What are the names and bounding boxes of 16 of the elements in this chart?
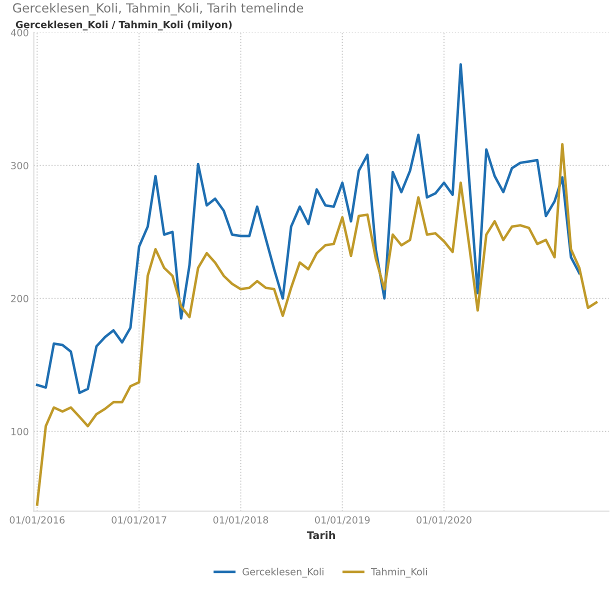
line-series	[36, 63, 581, 394]
legend-label: Tahmin_Koli	[370, 568, 427, 578]
line-series	[36, 142, 598, 506]
y-tick-label: 200	[11, 294, 28, 302]
y-axis-title: Gerceklesen_Koli / Tahmin_Koli (milyon)	[16, 20, 232, 30]
chart-title: Gerceklesen_Koli, Tahmin_Koli, Tarih temelinde	[13, 2, 304, 16]
x-tick-label: 01/01/2020	[416, 516, 472, 524]
y-tick-label: 400	[10, 28, 28, 36]
x-tick-label: 01/01/2017	[112, 516, 166, 524]
x-tick-label: 01/01/2016	[10, 516, 65, 524]
y-tick-label: 100	[11, 428, 28, 436]
x-tick-label: 01/01/2018	[213, 516, 268, 524]
x-tick-label: 01/01/2019	[314, 516, 370, 524]
x-axis-title: Tarih	[306, 531, 335, 540]
y-tick-label: 300	[11, 162, 28, 170]
legend-label: Gerceklesen_Koli	[242, 568, 324, 578]
